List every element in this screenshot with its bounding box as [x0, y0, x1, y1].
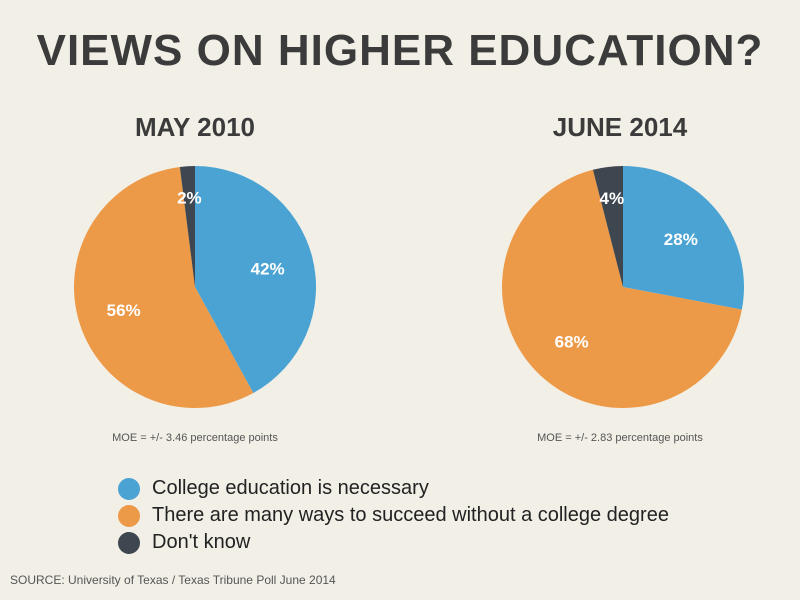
pie-slice-necessary-may-2010	[195, 166, 316, 394]
legend-item-dont-know: Don't know	[118, 529, 669, 556]
source-note: SOURCE: University of Texas / Texas Trib…	[10, 573, 336, 587]
legend: College education is necessary There are…	[118, 475, 669, 556]
pie-slice-many-ways-may-2010	[73, 166, 254, 409]
data-label-necessary-may-2010: 42%	[251, 259, 285, 278]
pie-slice-necessary-june-2014	[623, 166, 744, 310]
legend-swatch-many-ways	[118, 504, 140, 527]
legend-label-dont-know: Don't know	[152, 531, 251, 553]
pie-slice-many-ways-june-2014	[501, 169, 742, 408]
legend-swatch-dont-know	[118, 531, 140, 554]
legend-label-necessary: College education is necessary	[152, 477, 429, 499]
legend-item-necessary: College education is necessary	[118, 475, 669, 502]
data-label-many-ways-may-2010: 56%	[107, 301, 141, 320]
legend-label-many-ways: There are many ways to succeed without a…	[152, 504, 669, 526]
data-label-dont-know-june-2014: 4%	[599, 189, 624, 208]
legend-swatch-necessary	[118, 477, 140, 500]
legend-item-many-ways: There are many ways to succeed without a…	[118, 502, 669, 529]
data-label-many-ways-june-2014: 68%	[555, 333, 589, 352]
chart-title-june-2014: JUNE 2014	[552, 112, 688, 142]
data-label-dont-know-may-2010: 2%	[177, 189, 202, 208]
data-label-necessary-june-2014: 28%	[664, 230, 698, 249]
pie-slice-dont-know-june-2014	[592, 166, 623, 287]
chart-title-may-2010: MAY 2010	[135, 112, 255, 142]
moe-note-may-2010: MOE = +/- 3.46 percentage points	[112, 432, 278, 444]
pie-slice-dont-know-may-2010	[179, 166, 195, 287]
moe-note-june-2014: MOE = +/- 2.83 percentage points	[537, 432, 703, 444]
page-title: VIEWS ON HIGHER EDUCATION?	[36, 26, 764, 75]
